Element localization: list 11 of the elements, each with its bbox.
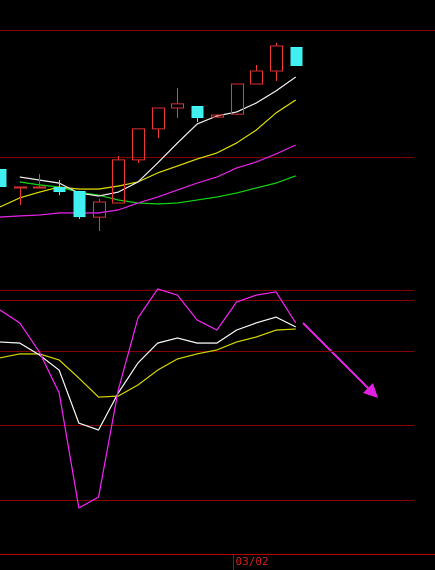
- candlestick: [14, 186, 27, 206]
- candlestick: [152, 108, 165, 138]
- candlestick: [171, 87, 184, 119]
- candlestick: [250, 64, 263, 84]
- candlestick: [192, 106, 204, 122]
- candlestick: [74, 190, 86, 220]
- candlestick: [270, 42, 283, 82]
- candlestick: [54, 180, 66, 196]
- candlestick: [33, 174, 46, 189]
- text: 03/02: [236, 554, 269, 568]
- candlestick: [93, 198, 106, 232]
